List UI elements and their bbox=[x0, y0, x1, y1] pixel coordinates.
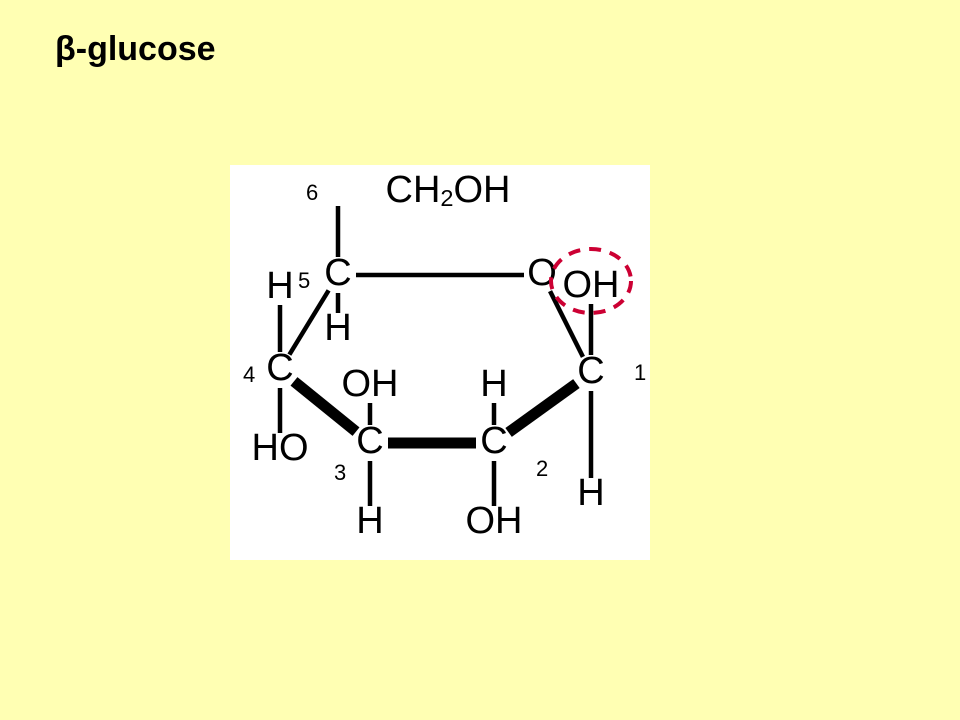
svg-text:C: C bbox=[577, 350, 604, 392]
svg-text:C: C bbox=[480, 420, 507, 462]
carbon-number-6: 6 bbox=[306, 180, 318, 206]
svg-text:H: H bbox=[324, 307, 351, 349]
svg-text:H: H bbox=[356, 500, 383, 542]
carbon-number-4: 4 bbox=[243, 362, 255, 388]
svg-text:C: C bbox=[324, 252, 351, 294]
svg-text:C: C bbox=[266, 347, 293, 389]
svg-text:OH: OH bbox=[342, 363, 399, 405]
carbon-number-3: 3 bbox=[334, 460, 346, 486]
svg-text:H: H bbox=[266, 265, 293, 307]
svg-text:HO: HO bbox=[252, 427, 309, 469]
carbon-number-5: 5 bbox=[298, 268, 310, 294]
svg-text:C: C bbox=[356, 420, 383, 462]
svg-text:OH: OH bbox=[466, 500, 523, 542]
carbon-number-2: 2 bbox=[536, 456, 548, 482]
svg-text:OH: OH bbox=[563, 264, 620, 306]
carbon-number-1: 1 bbox=[634, 360, 646, 386]
svg-text:H: H bbox=[480, 363, 507, 405]
svg-text:CH2OH: CH2OH bbox=[386, 169, 511, 211]
svg-text:H: H bbox=[577, 472, 604, 514]
molecule-diagram: OCCCCCCH2OHHOHHHOHOHHHHO bbox=[0, 0, 960, 720]
